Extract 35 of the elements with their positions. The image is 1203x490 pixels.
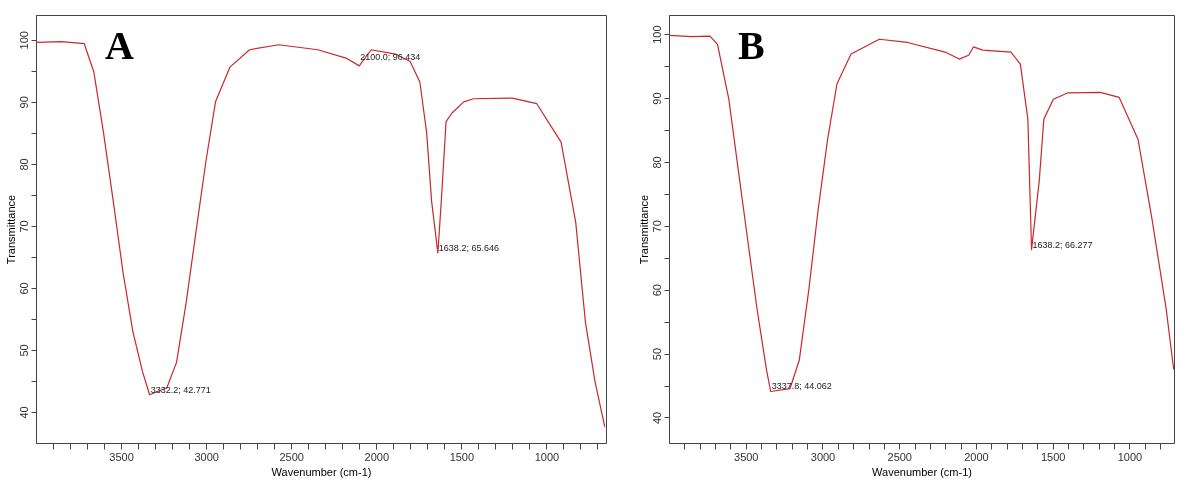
chart-title: B [738, 23, 765, 68]
y-tick-label: 90 [650, 92, 663, 105]
x-tick-label: 1500 [1041, 450, 1066, 463]
y-tick-label: 50 [650, 347, 663, 361]
y-tick-label: 60 [17, 282, 30, 295]
y-tick-label: 80 [650, 156, 663, 169]
y-tick-label: 100 [17, 31, 30, 50]
y-tick-label: 40 [17, 406, 30, 419]
chart-title: A [105, 23, 134, 68]
y-tick-label: 90 [17, 96, 30, 109]
y-axis-title: Transmittance [4, 194, 17, 265]
y-tick-label: 70 [650, 220, 663, 233]
y-tick-label: 100 [650, 25, 663, 44]
annotation: 1638.2; 66.277 [1032, 239, 1093, 250]
x-tick-label: 1500 [449, 450, 475, 463]
x-tick-label: 2500 [279, 450, 304, 463]
x-tick-label: 1000 [534, 450, 560, 463]
x-tick-label: 3000 [810, 450, 836, 463]
y-tick-label: 50 [17, 344, 30, 357]
y-axis-title: Transmittance [637, 194, 650, 265]
x-tick-label: 2000 [964, 450, 989, 463]
y-tick-label: 80 [17, 158, 30, 171]
x-tick-label: 3500 [734, 450, 759, 463]
x-tick-label: 3500 [109, 450, 134, 463]
x-tick-label: 2500 [887, 450, 912, 463]
x-tick-label: 2000 [364, 450, 390, 463]
line-series [669, 34, 1174, 393]
y-tick-label: 70 [17, 220, 30, 233]
y-tick-label: 40 [650, 411, 663, 425]
x-axis-title: Wavenumber (cm-1) [872, 465, 972, 478]
y-tick-label: 60 [650, 284, 663, 297]
annotation: 1638.2; 65.646 [438, 242, 499, 253]
x-axis-title: Wavenumber (cm-1) [271, 465, 372, 478]
x-tick-label: 3000 [194, 450, 219, 463]
x-tick-label: 1000 [1117, 450, 1143, 463]
